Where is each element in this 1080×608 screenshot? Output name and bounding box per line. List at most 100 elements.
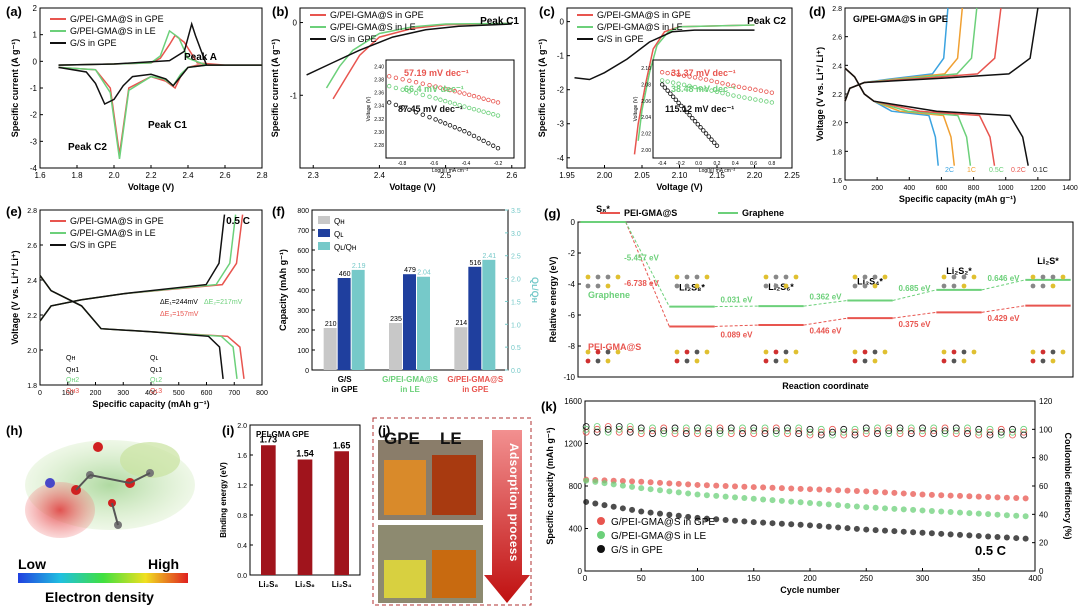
chart-title: PEI-GMA GPE <box>256 430 310 439</box>
capacity-point <box>647 509 654 516</box>
inset-point <box>433 84 438 89</box>
y-tick-label: 0 <box>560 18 565 27</box>
capacity-point <box>797 485 804 492</box>
molecule-atom <box>1040 274 1046 280</box>
inset-y-tick-label: 2.00 <box>641 148 651 154</box>
inset-point <box>420 81 425 86</box>
molecule-atom <box>971 274 977 280</box>
vial-le-top <box>432 455 476 515</box>
inset-point <box>407 89 412 94</box>
efficiency-point <box>896 424 904 432</box>
y2-tick-label: 1.0 <box>511 322 521 329</box>
inset-point <box>684 109 690 115</box>
x-tick-label: 1.8 <box>71 171 83 180</box>
capacity-point <box>610 503 617 510</box>
x-tick-label: 100 <box>691 574 705 583</box>
inset-y-tick-label: 2.02 <box>641 132 651 138</box>
y-axis-label: Specific current (A g⁻¹) <box>10 39 20 137</box>
efficiency-point <box>682 427 690 435</box>
y2-tick-label: 40 <box>1039 510 1048 519</box>
efficiency-point <box>795 427 803 435</box>
x-tick-label: 800 <box>968 185 980 192</box>
efficiency-point <box>964 430 971 437</box>
efficiency-point <box>582 425 590 433</box>
efficiency-point <box>874 430 881 437</box>
step-energy-label: 0.429 eV <box>987 314 1020 323</box>
legend-entry: G/PEI-GMA@S in LE <box>611 531 707 542</box>
inset-point <box>764 99 769 104</box>
x-tick-label: 200 <box>803 574 817 583</box>
efficiency-point <box>582 423 590 430</box>
y-tick-label: -2 <box>30 111 38 120</box>
inset-point <box>457 90 462 95</box>
y-axis-label: Capacity (mAh g⁻¹) <box>278 249 288 331</box>
molecule-atom <box>941 358 947 364</box>
inset-y-tick-label: 2.34 <box>374 104 384 110</box>
inset-point <box>466 105 472 111</box>
x-tick-label: 2.4 <box>182 171 194 180</box>
efficiency-point <box>930 427 938 435</box>
annotation: ΔE₁=244mV <box>160 299 198 306</box>
x-tick-label: 2.00 <box>597 171 613 180</box>
efficiency-point <box>851 428 859 436</box>
x-tick-label: 0 <box>583 574 588 583</box>
efficiency-point <box>615 423 623 430</box>
inset-point <box>747 96 753 101</box>
inset-point <box>427 82 432 88</box>
x-tick-label: 2.8 <box>256 171 268 180</box>
x-tick-label: 2.2 <box>145 171 157 180</box>
molecule-atom <box>595 274 601 280</box>
legend-entry: G/S in GPE <box>330 34 377 44</box>
inset-x-label: Log(|i|) mA cm⁻² <box>699 168 736 174</box>
inset-point <box>433 117 438 122</box>
chart-e-svg: 0 100 200 300 400 500 600 700 800 1.8 2.0 2.2 2.4 2.6… <box>10 208 268 409</box>
x-tick-label: 2.6 <box>506 171 518 180</box>
capacity-point <box>863 526 870 533</box>
molecule-atom <box>971 349 977 355</box>
capacity-point <box>788 498 795 505</box>
inset-point <box>692 75 698 80</box>
tafel-slope-label: 57.19 mV dec⁻¹ <box>404 68 469 78</box>
x-tick-label: 2.25 <box>784 171 800 180</box>
capacity-point <box>835 502 842 509</box>
inset-point <box>413 110 419 115</box>
capacity-point <box>872 504 879 511</box>
y-axis-label: Specific current (A g⁻¹) <box>270 39 280 137</box>
inset-point <box>457 103 462 108</box>
capacity-point <box>928 507 935 514</box>
efficiency-point <box>784 424 791 432</box>
capacity-point <box>825 486 832 493</box>
capacity-point <box>638 478 645 485</box>
capacity-point <box>1013 495 1020 502</box>
step-energy-label: 0.362 eV <box>809 292 842 301</box>
inset-point <box>692 84 698 90</box>
bar-value-label: 516 <box>469 260 481 267</box>
y-tick-label: 800 <box>569 482 583 491</box>
y2-axis-label: Qʟ/Qʜ <box>530 277 540 303</box>
molecule-atom <box>595 358 601 364</box>
inset-x-tick-label: 0.6 <box>750 161 757 167</box>
category-label: G/PEI-GMA@S <box>447 375 503 384</box>
y-tick-label: -3 <box>557 120 565 129</box>
efficiency-point <box>772 430 780 437</box>
inset-point <box>452 101 457 107</box>
efficiency-point <box>829 428 836 436</box>
molecule-atom <box>615 349 621 355</box>
molecule-atom <box>872 358 878 364</box>
legend-entry: G/S in GPE <box>70 240 117 250</box>
inset-point <box>481 96 486 101</box>
x-tick-label: 2.5 <box>440 171 452 180</box>
molecule-atom <box>852 358 858 364</box>
species-label: Li₂S₄* <box>857 276 883 286</box>
efficiency-point <box>941 427 949 435</box>
x-tick-label: 1400 <box>1062 185 1078 192</box>
y2-tick-label: 2.0 <box>511 277 521 284</box>
x-tick-label: 1000 <box>998 185 1014 192</box>
molecule-atom <box>1050 358 1056 364</box>
inset-point <box>393 85 399 91</box>
capacity-point <box>1022 535 1029 542</box>
molecule-atom <box>951 349 957 355</box>
efficiency-point <box>626 425 634 433</box>
capacity-point <box>760 519 767 526</box>
inset-point <box>486 141 491 146</box>
